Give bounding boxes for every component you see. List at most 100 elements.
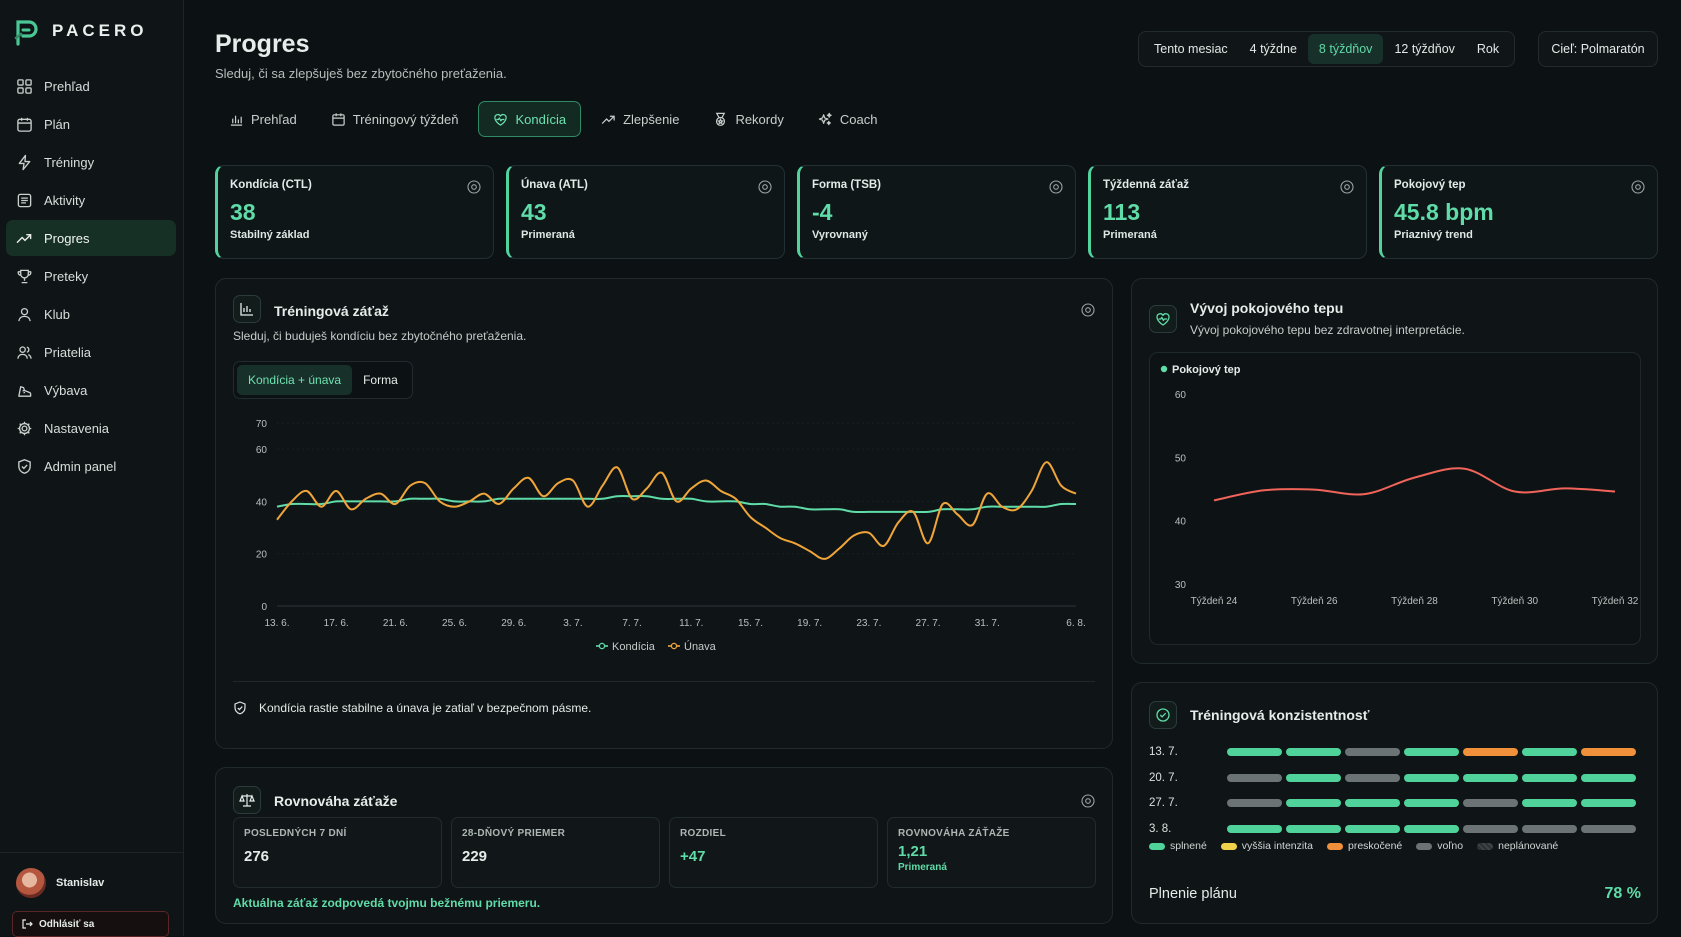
range-4-weeks[interactable]: 4 týždne	[1249, 42, 1297, 56]
card-title: Tréningová záťaž	[274, 303, 389, 319]
day-pill-done[interactable]	[1522, 799, 1577, 807]
plan-value: 78 %	[1604, 885, 1641, 902]
tab-coach[interactable]: Coach	[804, 101, 892, 137]
sidebar-item-plan[interactable]: Plán	[6, 106, 176, 142]
y-tick-label: 20	[256, 550, 268, 561]
sidebar-item-preteky[interactable]: Preteky	[6, 258, 176, 294]
sidebar-item-prehlad[interactable]: Prehľad	[6, 68, 176, 104]
info-icon[interactable]	[467, 180, 481, 194]
info-icon[interactable]	[1340, 180, 1354, 194]
sidebar-item-label: Priatelia	[44, 344, 91, 360]
tab-zlepsenie[interactable]: Zlepšenie	[587, 101, 693, 137]
balance-value: 276	[244, 848, 270, 865]
day-pill-done[interactable]	[1404, 824, 1459, 833]
goal-selector[interactable]: Cieľ: Polmaratón	[1538, 31, 1658, 67]
day-pill-done[interactable]	[1345, 824, 1400, 833]
training-load-chart: 0 20 40 60 70 13. 6. 17. 6. 21. 6. 25. 6. 29. 6. 3…	[256, 419, 1086, 653]
tab-prehlad[interactable]: Prehľad	[215, 101, 311, 137]
y-tick-label: 70	[256, 419, 268, 430]
app-logo[interactable]: PACERO	[14, 16, 147, 46]
info-icon[interactable]	[1081, 303, 1095, 317]
kpi-value: 113	[1103, 199, 1141, 225]
logout-button[interactable]: Odhlásiť sa	[12, 911, 169, 937]
sidebar-item-treningy[interactable]: Tréningy	[6, 144, 176, 180]
sidebar-item-label: Preteky	[44, 268, 89, 284]
x-tick-label: 25. 6.	[442, 618, 467, 629]
x-tick-label: 19. 7.	[797, 618, 822, 629]
day-pill-free[interactable]	[1522, 824, 1577, 833]
kpi-status: Stabilný základ	[230, 229, 310, 241]
legend-item-free: voľno	[1416, 840, 1463, 852]
day-pill-done[interactable]	[1286, 824, 1341, 833]
legend-label: Únava	[684, 640, 717, 653]
bar-chart-icon	[230, 115, 243, 126]
users-icon	[17, 345, 32, 359]
legend-swatch	[1477, 842, 1494, 850]
chart-mode-toggle: Kondícia + únava Forma	[233, 361, 413, 399]
heart-pulse-icon	[1156, 313, 1170, 326]
mode-form[interactable]: Forma	[363, 373, 398, 387]
sidebar-item-admin[interactable]: Admin panel	[6, 448, 176, 484]
kpi-status: Priaznivý trend	[1394, 229, 1473, 241]
kpi-atl-card: Únava (ATL) 43 Primeraná	[506, 165, 785, 259]
sidebar-item-nastavenia[interactable]: Nastavenia	[6, 410, 176, 446]
sidebar-item-label: Progres	[44, 230, 90, 246]
day-pill-skipped[interactable]	[1463, 748, 1518, 756]
tab-treningovy-tyzden[interactable]: Tréningový týždeň	[317, 101, 473, 137]
mode-fitness-fatigue[interactable]: Kondícia + únava	[237, 365, 353, 395]
day-pill-free[interactable]	[1345, 773, 1400, 782]
consistency-row: 20. 7.	[1149, 772, 1640, 784]
day-pill-free[interactable]	[1463, 824, 1518, 833]
day-pill-done[interactable]	[1404, 748, 1459, 756]
day-pill-done[interactable]	[1286, 748, 1341, 756]
info-icon[interactable]	[1049, 180, 1063, 194]
sidebar-item-klub[interactable]: Klub	[6, 296, 176, 332]
range-year[interactable]: Rok	[1476, 42, 1500, 56]
day-pill-done[interactable]	[1404, 799, 1459, 807]
user-name: Stanislav	[56, 877, 105, 889]
training-load-card: Tréningová záťaž Sleduj, či buduješ kond…	[215, 278, 1113, 749]
info-icon[interactable]	[1081, 794, 1095, 808]
day-pill-done[interactable]	[1345, 799, 1400, 807]
card-subtitle: Sleduj, či buduješ kondíciu bez zbytočné…	[233, 329, 527, 343]
day-pill-done[interactable]	[1227, 748, 1282, 756]
day-pill-done[interactable]	[1286, 799, 1341, 807]
sidebar-item-progres[interactable]: Progres	[6, 220, 176, 256]
range-12-weeks[interactable]: 12 týždňov	[1394, 42, 1455, 56]
tab-kondicia[interactable]: Kondícia	[478, 101, 582, 137]
tab-label: Tréningový týždeň	[352, 111, 459, 127]
day-pill-done[interactable]	[1404, 773, 1459, 782]
sidebar-item-vybava[interactable]: Výbava	[6, 372, 176, 408]
info-icon[interactable]	[758, 180, 772, 194]
user-icon	[18, 307, 31, 321]
day-pill-free[interactable]	[1581, 824, 1636, 833]
day-pill-done[interactable]	[1581, 773, 1636, 782]
day-pill-done[interactable]	[1581, 799, 1636, 807]
tab-rekordy[interactable]: Rekordy	[699, 101, 797, 137]
user-profile[interactable]: Stanislav	[16, 868, 104, 898]
sidebar-item-aktivity[interactable]: Aktivity	[6, 182, 176, 218]
legend-label: preskočené	[1347, 840, 1403, 852]
time-range-selector: Tento mesiac 4 týždne 8 týždňov 12 týždň…	[1138, 31, 1516, 67]
day-pill-done[interactable]	[1227, 824, 1282, 833]
y-tick-label: 40	[1175, 517, 1187, 528]
day-pill-done[interactable]	[1463, 773, 1518, 782]
day-pill-free[interactable]	[1227, 773, 1282, 782]
range-this-month[interactable]: Tento mesiac	[1154, 42, 1228, 56]
day-pill-skipped[interactable]	[1581, 748, 1636, 756]
day-pill-free[interactable]	[1463, 799, 1518, 807]
info-icon[interactable]	[1631, 180, 1645, 194]
kpi-value: 45.8 bpm	[1394, 199, 1494, 225]
legend-label: Kondícia	[612, 641, 656, 653]
day-pill-free[interactable]	[1227, 799, 1282, 807]
load-insight: Kondícia rastie stabilne a únava je zati…	[233, 701, 591, 715]
day-pill-done[interactable]	[1286, 773, 1341, 782]
x-tick-label: 17. 6.	[324, 618, 349, 629]
day-pill-done[interactable]	[1522, 773, 1577, 782]
tab-label: Zlepšenie	[623, 111, 680, 127]
day-pill-free[interactable]	[1345, 748, 1400, 756]
sidebar-item-priatelia[interactable]: Priatelia	[6, 334, 176, 370]
tab-label: Prehľad	[251, 111, 297, 127]
day-pill-done[interactable]	[1522, 748, 1577, 756]
range-8-weeks[interactable]: 8 týždňov	[1307, 34, 1384, 64]
